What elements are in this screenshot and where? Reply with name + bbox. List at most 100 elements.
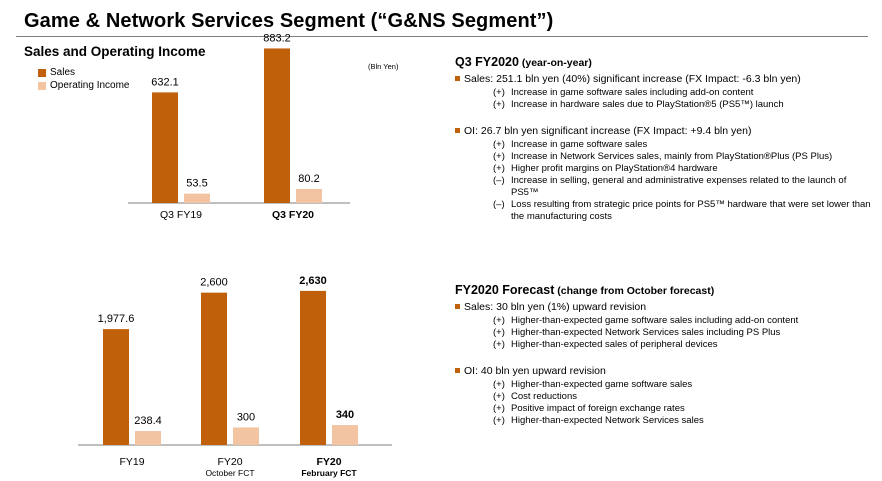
sales-bar — [152, 92, 178, 203]
q3-bullet: Sales: 251.1 bln yen (40%) significant i… — [455, 73, 875, 85]
list-item-text: Higher-than-expected Network Services sa… — [511, 415, 704, 426]
q3-bullet-text: OI: 26.7 bln yen significant increase (F… — [464, 125, 752, 137]
bullet-square-icon — [455, 76, 460, 81]
list-item-text: Increase in selling, general and adminis… — [511, 175, 847, 198]
unit-label: (Bln Yen) — [368, 62, 399, 71]
list-item-tag: (+) — [493, 391, 505, 402]
list-item-text: Higher-than-expected game software sales — [511, 379, 693, 390]
chart-legend: Sales Operating Income — [38, 66, 130, 92]
list-item: (+) Increase in hardware sales due to Pla… — [493, 99, 875, 111]
list-item-text: Positive impact of foreign exchange rate… — [511, 403, 685, 414]
fy-bullet-group: Sales: 30 bln yen (1%) upward revision (+… — [455, 301, 875, 351]
list-item-tag: (+) — [493, 139, 505, 150]
fy-panel: FY2020 Forecast (change from October for… — [455, 283, 875, 427]
data-label: 300 — [237, 411, 255, 423]
list-item-text: Increase in game software sales — [511, 139, 648, 150]
bullet-square-icon — [455, 368, 460, 373]
q3-heading-main: Q3 FY2020 — [455, 55, 519, 69]
q3-sub-list: (+) Increase in game software sales inclu… — [493, 87, 875, 111]
list-item: (+) Positive impact of foreign exchange r… — [493, 403, 875, 415]
chart-subtitle: Sales and Operating Income — [24, 44, 206, 59]
list-item-tag: (–) — [493, 175, 505, 186]
list-item-tag: (+) — [493, 87, 505, 98]
oi-bar — [184, 193, 210, 203]
category-sublabel: October FCT — [205, 468, 254, 478]
sales-bar — [300, 290, 326, 445]
legend-swatch-sales — [38, 68, 46, 77]
category-label: Q3 FY20 — [272, 209, 314, 221]
list-item-tag: (+) — [493, 327, 505, 338]
sales-bar — [264, 48, 290, 203]
q3-bullet: OI: 26.7 bln yen significant increase (F… — [455, 125, 875, 137]
page-title: Game & Network Services Segment (“G&NS S… — [24, 10, 554, 32]
fy-body: Sales: 30 bln yen (1%) upward revision (+… — [455, 301, 875, 427]
oi-bar — [135, 431, 161, 445]
list-item-tag: (+) — [493, 379, 505, 390]
list-item-tag: (+) — [493, 151, 505, 162]
data-label: 632.1 — [151, 76, 179, 88]
fy-heading-main: FY2020 Forecast — [455, 283, 555, 297]
q3-bullet-group: OI: 26.7 bln yen significant increase (F… — [455, 125, 875, 223]
list-item-text: Higher-than-expected Network Services sa… — [511, 327, 781, 338]
title-divider — [16, 36, 868, 37]
list-item: (+) Higher-than-expected Network Services… — [493, 415, 875, 427]
legend-label-sales: Sales — [50, 67, 76, 78]
list-item: (+) Increase in Network Services sales, m… — [493, 151, 875, 163]
q3-bullet-group: Sales: 251.1 bln yen (40%) significant i… — [455, 73, 875, 111]
fy-heading: FY2020 Forecast (change from October for… — [455, 283, 875, 297]
data-label: 1,977.6 — [98, 313, 135, 325]
list-item-text: Cost reductions — [511, 391, 578, 402]
list-item-text: Higher-than-expected game software sales… — [511, 315, 799, 326]
list-item-tag: (–) — [493, 199, 505, 210]
category-label: FY19 — [119, 456, 144, 468]
data-label: 340 — [336, 409, 354, 421]
list-item-tag: (+) — [493, 163, 505, 174]
category-label: FY20 — [217, 456, 242, 468]
oi-bar — [296, 188, 322, 203]
list-item-text: Increase in game software sales includin… — [511, 87, 754, 98]
oi-bar — [233, 427, 259, 445]
data-label: 2,630 — [299, 275, 327, 287]
list-item-tag: (+) — [493, 339, 505, 350]
fy-bullet: OI: 40 bln yen upward revision — [455, 365, 875, 377]
legend-swatch-oi — [38, 81, 46, 90]
fy-heading-note: (change from October forecast) — [554, 285, 715, 297]
list-item-text: Increase in hardware sales due to PlaySt… — [511, 99, 784, 110]
list-item: (+) Cost reductions — [493, 391, 875, 403]
list-item-text: Higher-than-expected sales of peripheral… — [511, 339, 718, 350]
list-item-tag: (+) — [493, 99, 505, 110]
data-label: 2,600 — [200, 277, 228, 289]
oi-bar — [332, 425, 358, 445]
bullet-square-icon — [455, 128, 460, 133]
fy-bullet-text: Sales: 30 bln yen (1%) upward revision — [464, 301, 647, 313]
list-item-tag: (+) — [493, 315, 505, 326]
list-item-text: Loss resulting from strategic price poin… — [511, 199, 871, 222]
q3-bullet-text: Sales: 251.1 bln yen (40%) significant i… — [464, 73, 801, 85]
list-item-text: Higher profit margins on PlayStation®4 h… — [511, 163, 718, 174]
legend-item-oi: Operating Income — [38, 79, 130, 92]
sales-bar — [201, 292, 227, 445]
fy-bullet-group: OI: 40 bln yen upward revision (+) Higher-… — [455, 365, 875, 427]
list-item: (+) Higher profit margins on PlayStation®… — [493, 163, 875, 175]
category-label: Q3 FY19 — [160, 209, 202, 221]
legend-item-sales: Sales — [38, 66, 130, 79]
category-label: FY20 — [316, 456, 341, 468]
data-label: 883.2 — [263, 32, 291, 44]
bullet-square-icon — [455, 304, 460, 309]
data-label: 80.2 — [298, 173, 319, 185]
list-item: (–) Loss resulting from strategic price p… — [493, 199, 875, 223]
legend-label-oi: Operating Income — [50, 80, 130, 91]
q3-heading-note: (year-on-year) — [518, 57, 592, 69]
list-item-tag: (+) — [493, 415, 505, 426]
fy-bullet: Sales: 30 bln yen (1%) upward revision — [455, 301, 875, 313]
list-item: (+) Higher-than-expected game software sa… — [493, 315, 875, 327]
sales-bar — [103, 329, 129, 445]
list-item: (+) Higher-than-expected game software sa… — [493, 379, 875, 391]
category-sublabel: February FCT — [301, 468, 357, 478]
list-item: (+) Increase in game software sales — [493, 139, 875, 151]
q3-body: Sales: 251.1 bln yen (40%) significant i… — [455, 73, 875, 223]
q3-panel: Q3 FY2020 (year-on-year) Sales: 251.1 bl… — [455, 55, 875, 223]
list-item-tag: (+) — [493, 403, 505, 414]
fy-bullet-text: OI: 40 bln yen upward revision — [464, 365, 606, 377]
